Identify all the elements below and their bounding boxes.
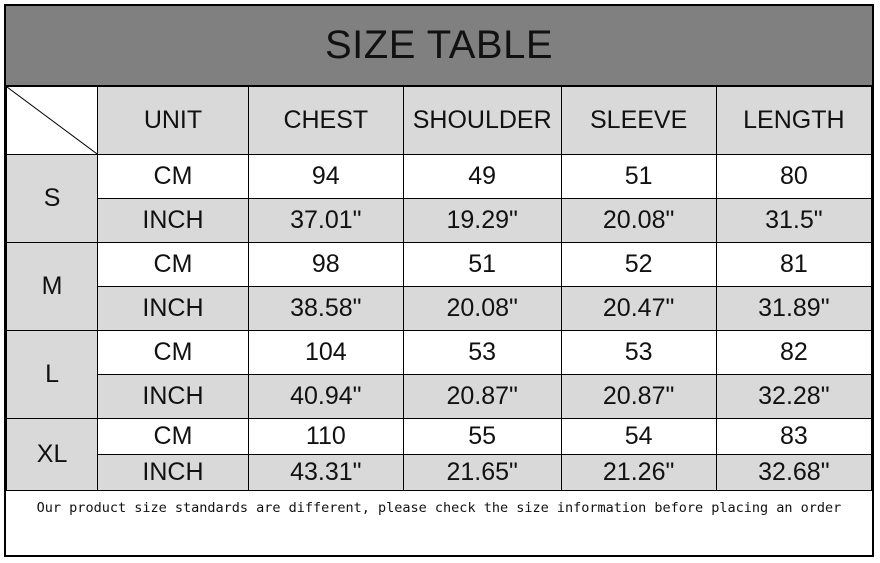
value-cell: 38.58"	[247, 286, 404, 331]
unit-cell: CM	[97, 154, 249, 199]
column-header: LENGTH	[715, 86, 873, 155]
size-label: M	[5, 242, 99, 331]
value-cell: 98	[247, 242, 404, 287]
table-row: INCH 38.58" 20.08" 20.47" 31.89"	[7, 286, 873, 331]
value-cell: 80	[715, 154, 873, 199]
column-header: SLEEVE	[560, 86, 717, 155]
value-cell: 20.87"	[560, 374, 717, 419]
value-cell: 32.28"	[715, 374, 873, 419]
value-cell: 37.01"	[247, 198, 404, 243]
value-cell: 81	[715, 242, 873, 287]
size-label: L	[5, 330, 99, 419]
table-row: INCH 43.31" 21.65" 21.26" 32.68"	[7, 454, 873, 491]
unit-cell: CM	[97, 330, 249, 375]
value-cell: 20.08"	[402, 286, 562, 331]
value-cell: 20.47"	[560, 286, 717, 331]
column-header: CHEST	[247, 86, 404, 155]
table-row: M CM 98 51 52 81	[5, 242, 873, 331]
column-header: UNIT	[97, 86, 249, 155]
value-cell: 51	[560, 154, 717, 199]
value-cell: 82	[715, 330, 873, 375]
value-cell: 94	[247, 154, 404, 199]
value-cell: 20.08"	[560, 198, 717, 243]
value-cell: 19.29"	[402, 198, 562, 243]
value-cell: 49	[402, 154, 562, 199]
value-cell: 104	[247, 330, 404, 375]
table-row: S CM 94 49 51 80	[5, 154, 873, 243]
table-title: SIZE TABLE	[6, 6, 872, 86]
column-header: SHOULDER	[402, 86, 562, 155]
size-label: S	[5, 154, 99, 243]
value-cell: 53	[560, 330, 717, 375]
value-cell: 31.5"	[715, 198, 873, 243]
value-cell: 51	[402, 242, 562, 287]
unit-cell: INCH	[97, 454, 249, 491]
unit-cell: CM	[97, 242, 249, 287]
size-label: XL	[5, 418, 99, 491]
value-cell: 52	[560, 242, 717, 287]
unit-cell: INCH	[97, 198, 249, 243]
size-table: SIZE TABLE UNIT CHEST SHOULDER SLEEVE LENGTH…	[4, 4, 874, 557]
size-note: Our product size standards are different…	[36, 500, 842, 516]
corner-cell	[5, 86, 99, 155]
diagonal-divider	[7, 87, 97, 154]
value-cell: 55	[402, 418, 562, 455]
unit-cell: INCH	[97, 374, 249, 419]
unit-cell: CM	[97, 418, 249, 455]
size-grid: UNIT CHEST SHOULDER SLEEVE LENGTH S CM 94 49 51 80…	[5, 86, 873, 491]
table-row: L CM 104 53 53 82	[5, 330, 873, 419]
value-cell: 21.65"	[402, 454, 562, 491]
value-cell: 21.26"	[560, 454, 717, 491]
table-row: INCH 37.01" 19.29" 20.08" 31.5"	[7, 198, 873, 243]
header-row: UNIT CHEST SHOULDER SLEEVE LENGTH	[5, 86, 873, 155]
value-cell: 32.68"	[715, 454, 873, 491]
value-cell: 54	[560, 418, 717, 455]
table-row: INCH 40.94" 20.87" 20.87" 32.28"	[7, 374, 873, 419]
table-row: XL CM 110 55 54 83	[5, 418, 873, 491]
value-cell: 83	[715, 418, 873, 455]
value-cell: 20.87"	[402, 374, 562, 419]
value-cell: 53	[402, 330, 562, 375]
value-cell: 31.89"	[715, 286, 873, 331]
unit-cell: INCH	[97, 286, 249, 331]
value-cell: 110	[247, 418, 404, 455]
value-cell: 40.94"	[247, 374, 404, 419]
value-cell: 43.31"	[247, 454, 404, 491]
